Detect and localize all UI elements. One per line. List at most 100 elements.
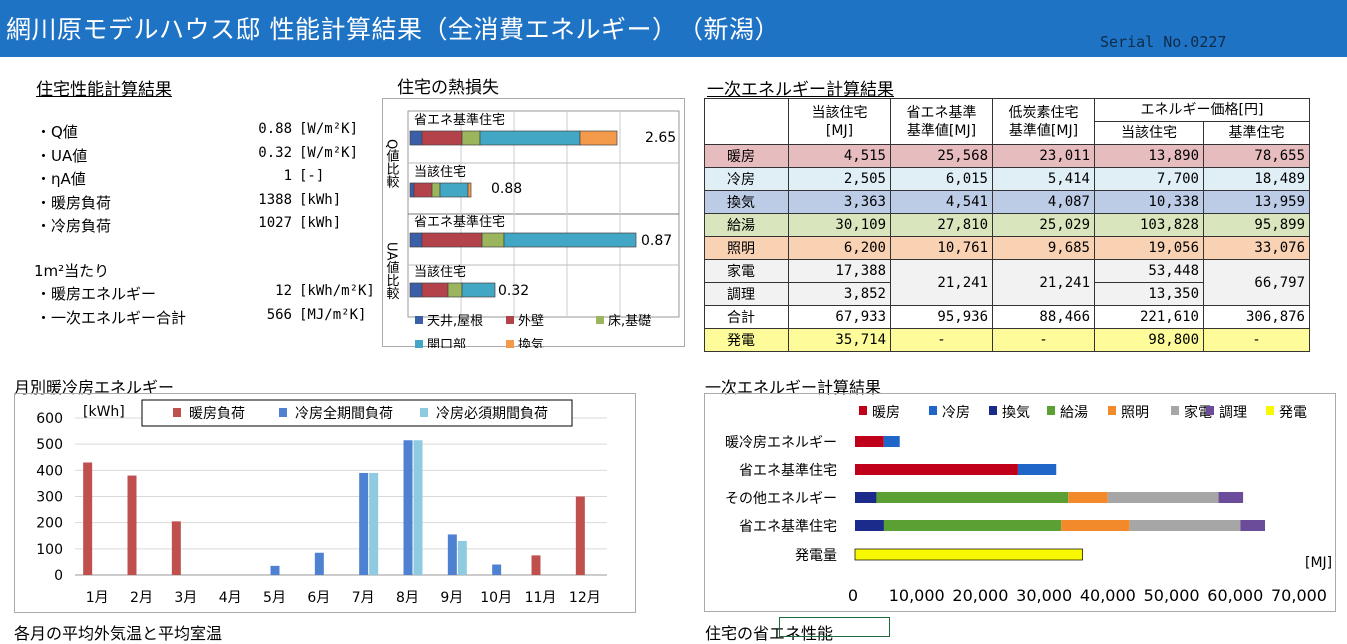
energy-bar <box>1240 520 1266 531</box>
table-cell: 4,515 <box>788 144 891 168</box>
table-cell: 19,056 <box>1094 236 1204 260</box>
legend-label: 天井,屋根 <box>427 314 483 329</box>
x-tick-label: 6月 <box>307 590 330 606</box>
table-row: 換気 3,363 4,541 4,087 10,338 13,959 <box>704 190 1310 214</box>
x-tick-label: 50,000 <box>1144 586 1200 605</box>
perf-unit: [W/m²K] <box>299 121 359 137</box>
table-row: 暖房 4,515 25,568 23,011 13,890 78,655 <box>704 144 1310 168</box>
legend-swatch <box>1108 406 1116 415</box>
monthly-bar <box>270 565 280 575</box>
table-cell: 10,338 <box>1094 190 1204 214</box>
energy-title: 一次エネルギー計算結果 <box>707 80 894 100</box>
monthly-svg: 0 100 200 300 400 500 600 1月 2月 3月 4月 5月 6月 7月 8月 9月 10月… <box>36 399 607 606</box>
legend-swatch <box>415 316 423 324</box>
legend-label: 家電 <box>1184 404 1212 421</box>
energy-bar <box>855 492 877 503</box>
bar-label: 省エネ基準住宅 <box>414 112 505 128</box>
table-cell: 4,087 <box>992 190 1095 214</box>
header-bar: 網川原モデルハウス邸 性能計算結果（全消費エネルギー） （新潟） Serial … <box>0 0 1347 59</box>
bar-label: 当該住宅 <box>414 264 466 280</box>
monthly-bar <box>457 540 467 575</box>
table-row: 給湯 30,109 27,810 25,029 103,828 95,899 <box>704 213 1310 237</box>
perf-value: 1 <box>283 168 292 184</box>
monthly-bar <box>531 555 541 575</box>
table-cell: 13,350 <box>1094 282 1204 306</box>
energy-bar <box>883 520 1062 531</box>
energy-bar <box>1017 464 1057 475</box>
energy-bar <box>883 436 900 447</box>
energy-bar <box>1107 492 1219 503</box>
x-tick-label: 11月 <box>525 590 557 606</box>
legend-swatch <box>1047 406 1055 415</box>
table-cell: 25,029 <box>992 213 1095 237</box>
selection-box[interactable] <box>779 617 890 637</box>
legend-label: 給湯 <box>1060 404 1088 421</box>
legend-label: 外壁 <box>518 314 544 329</box>
perf-label: ・暖房エネルギー <box>36 285 157 303</box>
legend-swatch <box>1206 406 1214 415</box>
bar-value: 0.88 <box>491 181 522 197</box>
table-cell: 78,655 <box>1203 144 1310 168</box>
legend-label: 照明 <box>1121 405 1149 421</box>
table-cell: 6,200 <box>788 236 891 260</box>
table-cell: 冷房 <box>704 167 789 191</box>
table-cell: 98,800 <box>1094 328 1204 352</box>
perf-label: ・ηA値 <box>36 170 86 188</box>
col-head-price-standard: 基準住宅 <box>1203 121 1310 145</box>
table-cell: 13,959 <box>1203 190 1310 214</box>
monthly-bar <box>575 496 585 575</box>
table-cell: 66,797 <box>1203 259 1310 306</box>
y-tick-label: 200 <box>36 516 63 532</box>
table-row: 調理 3,852 13,350 <box>704 282 1310 306</box>
monthly-chart: 0 100 200 300 400 500 600 1月 2月 3月 4月 5月 6月 7月 8月 9月 10月… <box>14 393 636 613</box>
x-tick-label: 3月 <box>174 590 197 606</box>
y-tick-label: 0 <box>54 568 63 584</box>
perf-unit: [kWh] <box>299 215 342 231</box>
table-cell: 発電 <box>704 328 789 352</box>
monthly-bar <box>83 462 93 575</box>
energy-table: 当該住宅 [MJ] 省エネ基準 基準値[MJ] 低炭素住宅 基準値[MJ] エネルギー… <box>704 98 1310 352</box>
heat-loss-bar <box>461 130 481 146</box>
y-tick-label: 600 <box>36 411 63 427</box>
table-cell: 53,448 <box>1094 259 1204 283</box>
energy-chart-title: 一次エネルギー計算結果 <box>705 378 882 397</box>
x-tick-label: 70,000 <box>1271 586 1327 605</box>
table-cell: 合計 <box>704 305 789 329</box>
energy-bar <box>1218 492 1244 503</box>
table-row: 発電 35,714- -98,800- <box>704 328 1310 352</box>
x-tick-label: 5月 <box>263 590 286 606</box>
table-cell: 21,241 <box>992 259 1095 306</box>
table-cell: 95,899 <box>1203 213 1310 237</box>
monthly-bar <box>447 534 457 575</box>
heat-loss-bar <box>409 182 415 198</box>
perf-value: 1388 <box>258 191 292 208</box>
legend-label: 調理 <box>1219 405 1247 421</box>
table-cell: 25,568 <box>890 144 993 168</box>
legend-swatch <box>506 316 514 324</box>
legend-label: 暖房 <box>872 405 900 421</box>
table-cell: 17,388 <box>788 259 891 283</box>
col-head-standard: 省エネ基準 基準値[MJ] <box>890 98 993 145</box>
x-tick-label: 0 <box>848 586 858 605</box>
x-tick-label: 40,000 <box>1080 586 1136 605</box>
perf-value: 566 <box>266 307 292 323</box>
heat-loss-bar <box>447 282 463 298</box>
perf-unit: [kWh/m²K] <box>299 283 375 299</box>
heat-loss-bar <box>467 182 472 198</box>
table-cell: 88,466 <box>992 305 1095 329</box>
y-tick-label: 300 <box>36 490 63 506</box>
table-cell: - <box>890 328 993 352</box>
x-tick-label: 4月 <box>219 590 242 606</box>
table-cell: 9,685 <box>992 236 1095 260</box>
heat-loss-bar <box>479 130 581 146</box>
x-tick-label: 1月 <box>86 590 109 606</box>
heat-loss-bar <box>421 130 463 146</box>
table-cell: 照明 <box>704 236 789 260</box>
per-m2-label: 1m²当たり <box>34 262 110 280</box>
heat-loss-bar <box>409 232 423 248</box>
table-cell: 67,933 <box>788 305 891 329</box>
heat-loss-bar <box>409 130 423 146</box>
table-cell: 23,011 <box>992 144 1095 168</box>
bar-label: 省エネ基準住宅 <box>414 214 505 230</box>
bar-label: 当該住宅 <box>414 164 466 180</box>
